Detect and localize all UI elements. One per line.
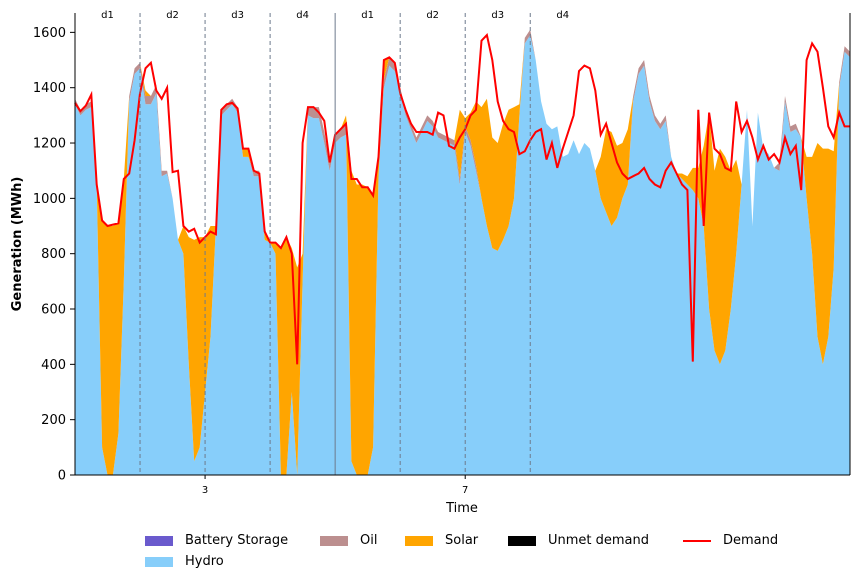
period-label: d4 [296,10,309,21]
period-label: d2 [166,10,179,21]
legend-item-demand: Demand [683,533,778,548]
legend-label: Unmet demand [548,533,650,548]
legend-item-unmet: Unmet demand [508,533,649,548]
period-label: d1 [361,10,374,21]
y-tick-label: 400 [41,358,66,373]
legend-item-oil: Oil [320,533,377,548]
y-tick-label: 800 [41,247,66,262]
y-tick-label: 600 [41,303,66,318]
legend-label: Battery Storage [185,533,289,548]
legend-swatch [683,539,711,542]
legend-item-solar: Solar [405,533,478,548]
solar-area [75,29,850,475]
hydro-area [75,35,850,475]
period-label: d4 [556,10,569,21]
legend-swatch [508,535,536,546]
y-tick-label: 200 [41,413,66,428]
legend-label: Demand [723,533,779,548]
legend-label: Solar [445,533,479,548]
axes: 0 200 400 600 800 1000 1200 1400 1600 3 7 [33,13,851,496]
x-tick-label: 3 [202,485,208,496]
y-tick-label: 0 [58,469,66,484]
y-axis-title: Generation (MWh) [10,177,25,312]
plot-area: d1 d2 d3 d4 d1 d2 d3 d4 [74,10,850,475]
period-label: d3 [491,10,504,21]
x-axis-title: Time [445,501,478,516]
legend-swatch [145,556,173,567]
demand-line [74,33,850,365]
y-tick-label: 1000 [33,192,66,207]
y-tick-label: 1400 [33,81,66,96]
y-tick-label: 1600 [33,26,66,41]
legend-item-battery: Battery Storage [145,533,288,548]
period-label: d1 [101,10,114,21]
period-label: d2 [426,10,439,21]
legend-item-hydro: Hydro [145,554,224,569]
y-tick-label: 1200 [33,137,66,152]
legend-swatch [405,535,433,546]
legend-label: Oil [360,533,378,548]
legend-swatch [320,535,348,546]
x-tick-label: 7 [462,485,468,496]
period-label: d3 [231,10,244,21]
legend-label: Hydro [185,554,224,569]
legend-swatch [145,535,173,546]
